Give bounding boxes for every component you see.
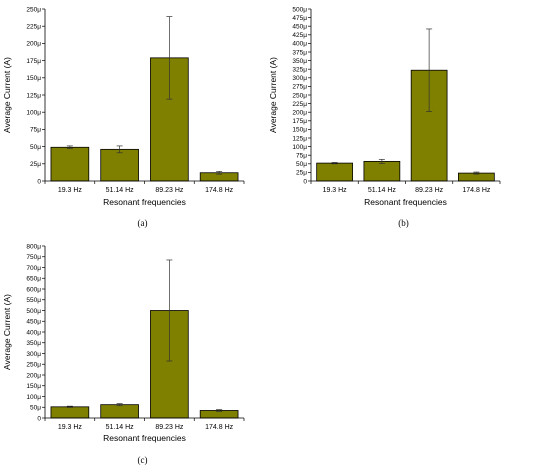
panel-label: (a): [138, 218, 148, 228]
y-tick-label: 125μ: [26, 92, 41, 99]
x-axis-title: Resonant frequencies: [364, 197, 447, 207]
x-tick-label: 89.23 Hz: [155, 187, 184, 194]
y-tick-label: 25μ: [30, 161, 41, 168]
bar-2: [100, 148, 139, 182]
bar-1: [50, 406, 90, 419]
y-tick-label: 75μ: [30, 127, 41, 134]
y-tick-label: 475μ: [292, 15, 307, 22]
error-bar-1: [331, 162, 338, 165]
x-tick-label: 51.14 Hz: [106, 187, 135, 194]
error-bar-1: [66, 405, 73, 408]
y-tick-label: 0: [37, 415, 41, 422]
bar-1: [50, 146, 90, 182]
y-tick-label: 150μ: [26, 383, 41, 390]
x-tick-label: 174.8 Hz: [205, 424, 234, 431]
y-tick-label: 150μ: [26, 75, 41, 82]
y-tick-label: 50μ: [30, 405, 41, 412]
x-axis-title: Resonant frequencies: [103, 433, 186, 443]
y-tick-label: 125μ: [292, 135, 307, 142]
error-bar-4: [216, 409, 223, 412]
y-tick-label: 350μ: [26, 340, 41, 347]
y-tick-label: 700μ: [26, 265, 41, 272]
y-tick-label: 175μ: [292, 118, 307, 125]
y-tick-label: 650μ: [26, 276, 41, 283]
y-tick-label: 400μ: [292, 41, 307, 48]
y-tick-label: 225μ: [26, 24, 41, 31]
y-tick-label: 425μ: [292, 32, 307, 39]
error-bar-3: [166, 259, 173, 362]
chart-panel-1: 0 25μ 50μ 75μ 100μ 125μ 150μ 175μ 200μ 225μ 250μ 19…: [2, 6, 245, 228]
error-bar-3: [166, 16, 173, 100]
x-tick-label: 19.3 Hz: [323, 187, 348, 194]
bar-1: [316, 162, 353, 182]
error-bar-4: [216, 171, 223, 175]
panel-label: (b): [398, 218, 409, 228]
y-tick-label: 75μ: [296, 153, 307, 160]
y-tick-label: 500μ: [26, 308, 41, 315]
bar-2: [100, 404, 139, 419]
y-tick-label: 150μ: [292, 127, 307, 134]
y-tick-label: 25μ: [296, 170, 307, 177]
y-tick-label: 750μ: [26, 254, 41, 261]
y-tick-label: 550μ: [26, 297, 41, 304]
x-tick-label: 89.23 Hz: [155, 424, 184, 431]
y-tick-label: 50μ: [296, 161, 307, 168]
y-tick-label: 325μ: [292, 67, 307, 74]
y-tick-label: 200μ: [292, 110, 307, 117]
y-tick-label: 200μ: [26, 41, 41, 48]
y-tick-label: 250μ: [26, 6, 41, 13]
y-tick-label: 300μ: [26, 351, 41, 358]
y-tick-label: 250μ: [292, 92, 307, 99]
error-bar-3: [426, 28, 433, 112]
x-tick-label: 19.3 Hz: [58, 187, 83, 194]
panel-label: (c): [138, 455, 148, 465]
y-tick-label: 500μ: [292, 6, 307, 13]
bar-2: [363, 160, 401, 182]
x-tick-label: 51.14 Hz: [368, 187, 397, 194]
y-tick-label: 0: [37, 178, 41, 185]
error-bar-1: [66, 145, 73, 150]
chart-panel-3: 0 50μ 100μ 150μ 200μ 250μ 300μ 350μ 400μ 450μ 500μ…: [2, 243, 245, 465]
x-tick-label: 51.14 Hz: [106, 424, 135, 431]
y-tick-label: 100μ: [26, 394, 41, 401]
y-tick-label: 200μ: [26, 372, 41, 379]
y-tick-label: 800μ: [26, 243, 41, 250]
y-tick-label: 225μ: [292, 101, 307, 108]
x-tick-label: 89.23 Hz: [415, 187, 444, 194]
y-axis-title: Average Current (A): [2, 294, 12, 370]
y-tick-label: 0: [303, 178, 307, 185]
error-bar-4: [473, 171, 480, 175]
x-tick-label: 19.3 Hz: [58, 424, 83, 431]
y-axis-title: Average Current (A): [268, 57, 278, 133]
x-axis-title: Resonant frequencies: [103, 197, 186, 207]
x-tick-label: 174.8 Hz: [205, 187, 234, 194]
y-tick-label: 250μ: [26, 362, 41, 369]
y-tick-label: 450μ: [26, 319, 41, 326]
y-tick-label: 350μ: [292, 58, 307, 65]
y-tick-label: 450μ: [292, 24, 307, 31]
error-bar-2: [378, 158, 385, 164]
error-bar-2: [116, 403, 123, 407]
y-tick-label: 100μ: [292, 144, 307, 151]
y-tick-label: 300μ: [292, 75, 307, 82]
y-axis-title: Average Current (A): [2, 57, 12, 133]
y-tick-label: 50μ: [30, 144, 41, 151]
y-tick-label: 400μ: [26, 329, 41, 336]
y-tick-label: 600μ: [26, 286, 41, 293]
x-tick-label: 174.8 Hz: [462, 187, 491, 194]
y-tick-label: 100μ: [26, 110, 41, 117]
y-tick-label: 375μ: [292, 49, 307, 56]
y-tick-label: 175μ: [26, 58, 41, 65]
y-tick-label: 275μ: [292, 84, 307, 91]
error-bar-2: [116, 145, 123, 154]
